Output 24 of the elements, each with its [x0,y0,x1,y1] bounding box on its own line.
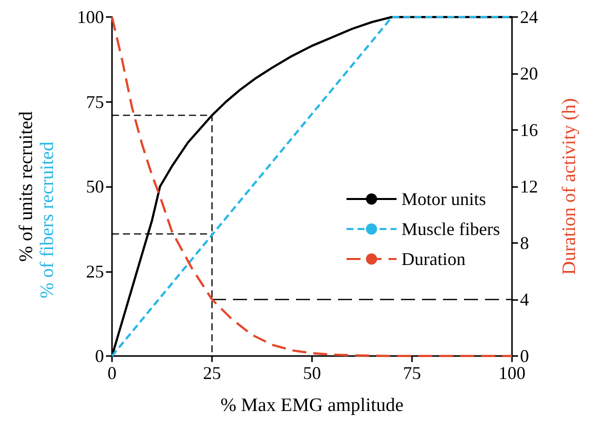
y-tick-label: 0 [95,346,104,366]
legend-label: Muscle fibers [402,219,500,239]
y-tick-label: 50 [86,176,104,196]
legend-label: Duration [402,249,466,269]
y2-tick-label: 16 [520,120,538,140]
y2-tick-label: 8 [520,233,529,253]
y2-tick-label: 24 [520,7,538,27]
y-axis-title: % of units recruited [16,110,37,262]
y2-tick-label: 12 [520,176,538,196]
y2-axis-title: Duration of activity (h) [559,98,580,275]
text: % of fibers recruited [37,141,58,298]
x-tick-label: 50 [303,363,321,383]
y-tick-label: 100 [77,7,104,27]
x-axis-title: % Max EMG amplitude [220,395,404,416]
y2-tick-label: 0 [520,346,529,366]
x-tick-label: 100 [498,363,526,383]
x-tick-label: 25 [203,363,221,383]
x-tick-label: 0 [108,363,116,383]
y-tick-label: 75 [86,92,104,112]
legend-label: Motor units [402,189,486,209]
x-tick-label: 75 [403,363,421,383]
y2-tick-label: 4 [520,290,529,310]
y-tick-label: 25 [86,261,104,282]
y2-tick-label: 20 [520,64,538,84]
